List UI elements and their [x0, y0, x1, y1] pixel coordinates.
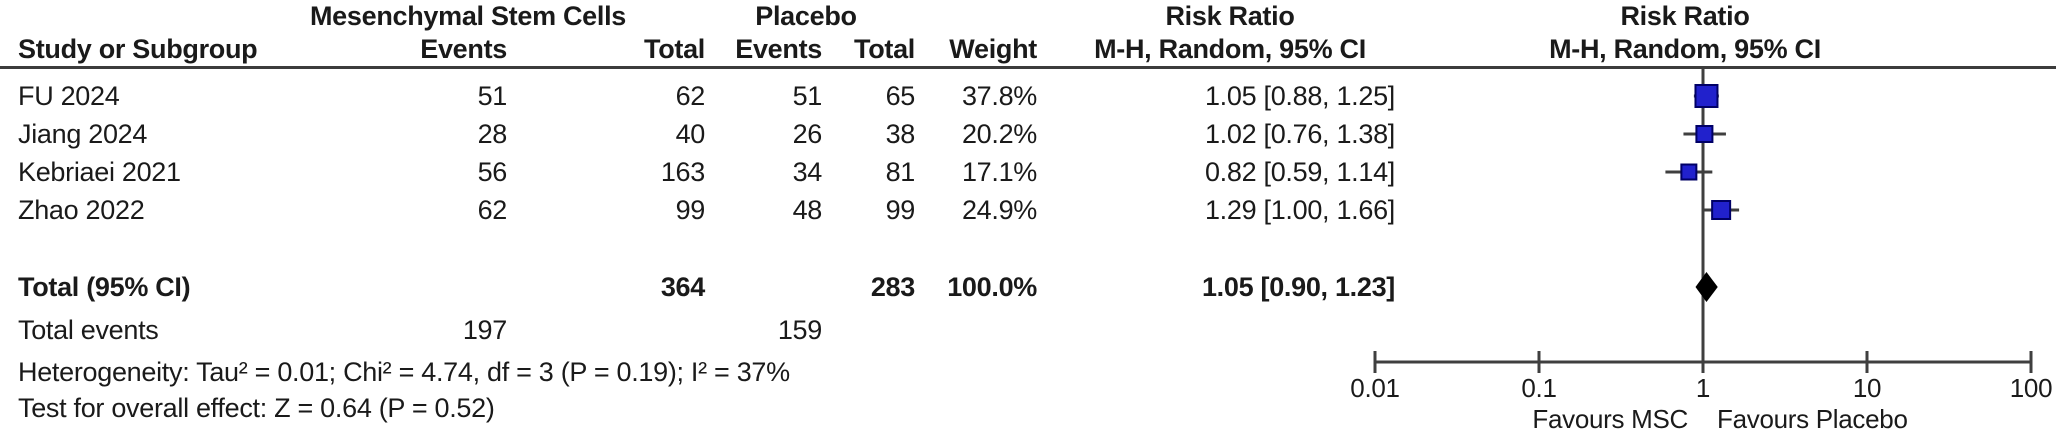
risk-ratio-ci-text: 1.02 [0.76, 1.38] — [1204, 119, 1395, 149]
weight-value: 37.8% — [961, 81, 1037, 111]
weight-value: 24.9% — [961, 195, 1037, 225]
weight-value: 17.1% — [961, 157, 1037, 187]
total-weight: 100.0% — [947, 272, 1037, 302]
placebo-total-value: 65 — [885, 81, 916, 111]
weight-value: 20.2% — [961, 119, 1037, 149]
heterogeneity-text: Heterogeneity: Tau² = 0.01; Chi² = 4.74,… — [18, 357, 790, 387]
column-header-placebo-events: Events — [735, 34, 822, 64]
study-row: Jiang 2024 28 40 26 38 20.2% 1.02 [0.76,… — [0, 119, 2056, 149]
plot-header-rr-title: Risk Ratio — [1620, 1, 1750, 31]
risk-ratio-ci-text: 1.29 [1.00, 1.66] — [1204, 195, 1395, 225]
study-row: Kebriaei 2021 56 163 34 81 17.1% 0.82 [0… — [0, 157, 2056, 187]
group-header-msc: Mesenchymal Stem Cells — [309, 1, 627, 31]
header-divider-line — [0, 66, 2056, 69]
placebo-events-value: 48 — [792, 195, 823, 225]
placebo-events-value: 34 — [792, 157, 823, 187]
column-header-weight: Weight — [949, 34, 1037, 64]
placebo-total-value: 81 — [885, 157, 916, 187]
total-row: Total (95% CI) 364 283 100.0% 1.05 [0.90… — [0, 272, 2056, 302]
study-name: Zhao 2022 — [18, 195, 145, 225]
column-header-msc-total: Total — [644, 34, 705, 64]
msc-total-value: 62 — [675, 81, 706, 111]
risk-ratio-ci-text: 1.05 [0.88, 1.25] — [1204, 81, 1395, 111]
msc-events-value: 51 — [477, 81, 508, 111]
total-events-row: Total events 197 159 — [0, 315, 2056, 345]
total-events-placebo: 159 — [777, 315, 822, 345]
axis-tick-label: 1 — [1695, 373, 1711, 403]
placebo-events-value: 26 — [792, 119, 823, 149]
msc-total-value: 163 — [660, 157, 705, 187]
msc-events-value: 62 — [477, 195, 508, 225]
group-header-placebo: Placebo — [755, 1, 857, 31]
column-header-rr-sub: M-H, Random, 95% CI — [1094, 34, 1366, 64]
plot-header-rr-sub: M-H, Random, 95% CI — [1549, 34, 1821, 64]
study-row: Zhao 2022 62 99 48 99 24.9% 1.29 [1.00, … — [0, 195, 2056, 225]
total-events-label: Total events — [18, 315, 159, 345]
column-header-placebo-total: Total — [854, 34, 915, 64]
overall-effect-text: Test for overall effect: Z = 0.64 (P = 0… — [18, 393, 495, 423]
study-name: Jiang 2024 — [18, 119, 148, 149]
axis-tick-label: 0.1 — [1521, 373, 1557, 403]
column-header-msc-events: Events — [420, 34, 507, 64]
axis-tick-label: 100 — [2009, 373, 2053, 403]
placebo-total-value: 38 — [885, 119, 916, 149]
total-risk-ratio-ci: 1.05 [0.90, 1.23] — [1201, 272, 1395, 302]
msc-total-value: 99 — [675, 195, 706, 225]
total-placebo-total: 283 — [870, 272, 915, 302]
favours-right-label: Favours Placebo — [1717, 404, 1908, 434]
study-name: Kebriaei 2021 — [18, 157, 181, 187]
placebo-events-value: 51 — [792, 81, 823, 111]
placebo-total-value: 99 — [885, 195, 916, 225]
column-header-rr-title: Risk Ratio — [1165, 1, 1295, 31]
risk-ratio-ci-text: 0.82 [0.59, 1.14] — [1204, 157, 1395, 187]
heterogeneity-row: Heterogeneity: Tau² = 0.01; Chi² = 4.74,… — [0, 357, 2056, 387]
study-row: FU 2024 51 62 51 65 37.8% 1.05 [0.88, 1.… — [0, 81, 2056, 111]
total-msc-total: 364 — [660, 272, 705, 302]
overall-effect-row: Test for overall effect: Z = 0.64 (P = 0… — [0, 393, 2056, 423]
msc-total-value: 40 — [675, 119, 706, 149]
study-name: FU 2024 — [18, 81, 120, 111]
msc-events-value: 56 — [477, 157, 508, 187]
favours-left-label: Favours MSC — [1532, 404, 1688, 434]
axis-tick-label: 0.01 — [1350, 373, 1400, 403]
msc-events-value: 28 — [477, 119, 508, 149]
total-label: Total (95% CI) — [18, 272, 191, 302]
axis-tick-label: 10 — [1852, 373, 1882, 403]
total-events-msc: 197 — [462, 315, 507, 345]
column-header-study: Study or Subgroup — [18, 34, 258, 64]
